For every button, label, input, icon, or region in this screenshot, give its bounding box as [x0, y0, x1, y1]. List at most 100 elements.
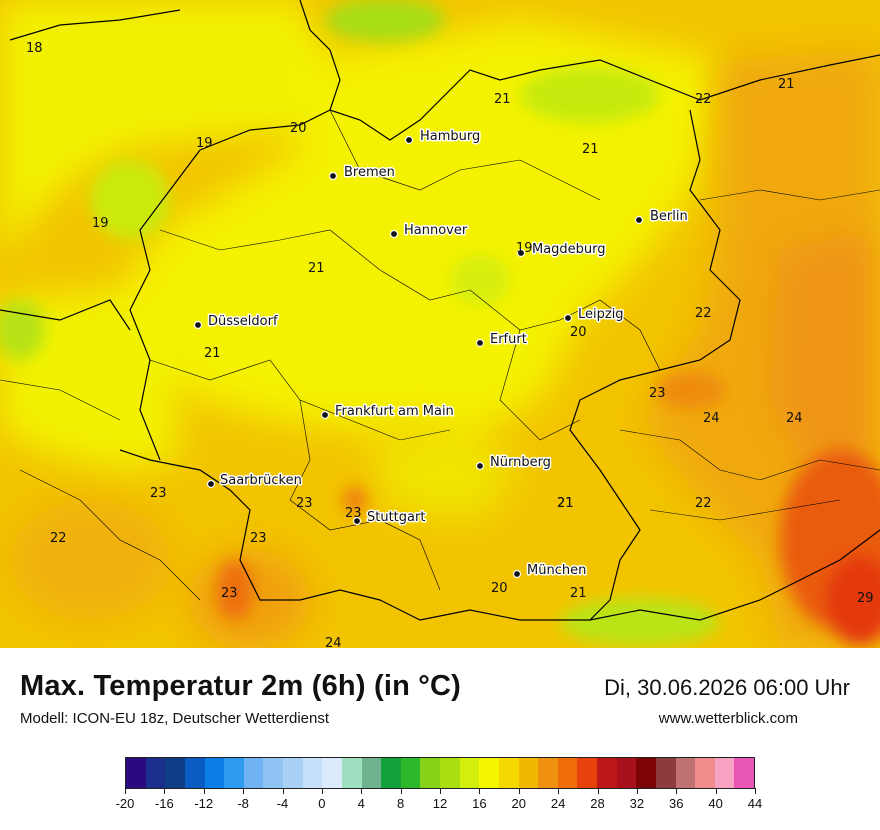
- legend-tick-label: 36: [669, 796, 684, 811]
- legend-swatch: [655, 758, 676, 788]
- legend-swatch: [184, 758, 205, 788]
- cool-zones: [0, 0, 720, 520]
- city-saarbruecken[interactable]: Saarbrücken: [206, 472, 303, 490]
- hot-zones: [217, 372, 880, 645]
- svg-text:Hannover: Hannover: [404, 223, 468, 238]
- legend-tick-label: -12: [194, 796, 214, 811]
- legend-swatch: [675, 758, 696, 788]
- legend-swatch: [577, 758, 597, 788]
- temp-value: 21: [557, 496, 574, 511]
- city-leipzig[interactable]: Leipzig: [563, 306, 625, 324]
- legend-tick-label: 16: [472, 796, 487, 811]
- color-legend: [125, 757, 755, 789]
- svg-text:Bremen: Bremen: [344, 165, 395, 180]
- legend-swatch: [283, 758, 303, 788]
- legend-swatch: [459, 758, 480, 788]
- legend-swatch: [224, 758, 244, 788]
- city-duesseldorf[interactable]: Düsseldorf: [193, 313, 279, 331]
- svg-text:Erfurt: Erfurt: [490, 332, 527, 347]
- legend-tick-label: 32: [629, 796, 645, 811]
- map-title: Max. Temperatur 2m (6h) (in °C): [20, 670, 462, 702]
- temp-value: 24: [325, 636, 342, 648]
- legend-swatch: [165, 758, 185, 788]
- svg-text:Frankfurt am Main: Frankfurt am Main: [335, 404, 454, 419]
- temp-value: 22: [695, 496, 712, 511]
- legend-swatch: [498, 758, 519, 788]
- legend-swatch: [243, 758, 264, 788]
- temp-value: 23: [150, 486, 167, 501]
- state-borders: [0, 109, 880, 601]
- temperature-values: 18 20 19 19 21 21 22 21 21 19 21 22 20 2…: [26, 41, 874, 648]
- temp-value: 23: [649, 386, 666, 401]
- legend-swatch: [400, 758, 421, 788]
- legend-swatch: [341, 758, 362, 788]
- temp-value: 21: [204, 346, 221, 361]
- legend-swatch: [361, 758, 382, 788]
- temp-value: 22: [50, 531, 67, 546]
- temp-value: 20: [290, 121, 307, 136]
- temp-value: 21: [494, 92, 511, 107]
- legend-swatch: [126, 758, 146, 788]
- legend-swatch: [322, 758, 342, 788]
- svg-text:München: München: [527, 563, 586, 578]
- legend-swatch: [616, 758, 637, 788]
- legend-tick: [203, 788, 205, 794]
- legend-swatch: [636, 758, 656, 788]
- temperature-map[interactable]: Hamburg Bremen Hannover Berlin Magdeburg…: [0, 0, 880, 648]
- legend-tick: [755, 788, 756, 794]
- legend-swatch: [479, 758, 499, 788]
- legend-tick: [321, 788, 323, 794]
- temp-value: 23: [250, 531, 267, 546]
- city-frankfurt-am-main[interactable]: Frankfurt am Main: [320, 403, 455, 421]
- temp-value: 19: [516, 241, 533, 256]
- city-markers: Hamburg Bremen Hannover Berlin Magdeburg…: [193, 128, 689, 580]
- temp-value: 22: [695, 92, 712, 107]
- temp-value: 22: [695, 306, 712, 321]
- legend-tick-label: -16: [154, 796, 174, 811]
- legend-tick: [479, 788, 481, 794]
- legend-swatch: [204, 758, 225, 788]
- city-nuernberg[interactable]: Nürnberg: [475, 454, 552, 472]
- legend-swatch: [557, 758, 578, 788]
- temp-value: 23: [221, 586, 238, 601]
- svg-text:Leipzig: Leipzig: [578, 307, 624, 322]
- legend-swatch: [440, 758, 460, 788]
- legend-tick-label: 12: [432, 796, 448, 811]
- legend-swatch: [420, 758, 440, 788]
- legend-swatch: [145, 758, 166, 788]
- legend-tick: [636, 788, 638, 794]
- map-footer: Max. Temperatur 2m (6h) (in °C) Modell: …: [0, 648, 880, 830]
- city-magdeburg[interactable]: Magdeburg: [516, 241, 607, 259]
- city-berlin[interactable]: Berlin: [634, 208, 689, 226]
- legend-swatch: [734, 758, 754, 788]
- svg-text:Saarbrücken: Saarbrücken: [220, 473, 302, 488]
- temp-value: 21: [308, 261, 325, 276]
- legend-tick: [597, 788, 599, 794]
- legend-tick-label: 44: [747, 796, 763, 811]
- forecast-datetime: Di, 30.06.2026 06:00 Uhr: [604, 675, 850, 700]
- legend-swatch: [263, 758, 283, 788]
- svg-text:Stuttgart: Stuttgart: [367, 510, 425, 525]
- temp-value: 24: [703, 411, 720, 426]
- city-erfurt[interactable]: Erfurt: [475, 331, 528, 349]
- temp-value: 20: [491, 581, 508, 596]
- legend-swatch: [302, 758, 323, 788]
- legend-tick-label: -8: [237, 796, 249, 811]
- city-stuttgart[interactable]: Stuttgart: [352, 509, 427, 527]
- website-link[interactable]: www.wetterblick.com: [658, 710, 798, 727]
- model-source: Modell: ICON-EU 18z, Deutscher Wetterdie…: [20, 710, 330, 727]
- legend-tick-label: 24: [550, 796, 566, 811]
- city-hamburg[interactable]: Hamburg: [404, 128, 482, 146]
- temp-value: 21: [570, 586, 587, 601]
- temp-value: 20: [570, 325, 587, 340]
- temp-value: 19: [196, 136, 213, 151]
- legend-tick: [715, 788, 717, 794]
- legend-swatch: [714, 758, 735, 788]
- city-hannover[interactable]: Hannover: [389, 222, 469, 240]
- city-bremen[interactable]: Bremen: [328, 164, 396, 182]
- svg-text:Berlin: Berlin: [650, 209, 688, 224]
- city-muenchen[interactable]: München: [512, 562, 588, 580]
- legend-tick: [676, 788, 678, 794]
- legend-tick-label: -20: [115, 796, 135, 811]
- legend-tick: [440, 788, 441, 794]
